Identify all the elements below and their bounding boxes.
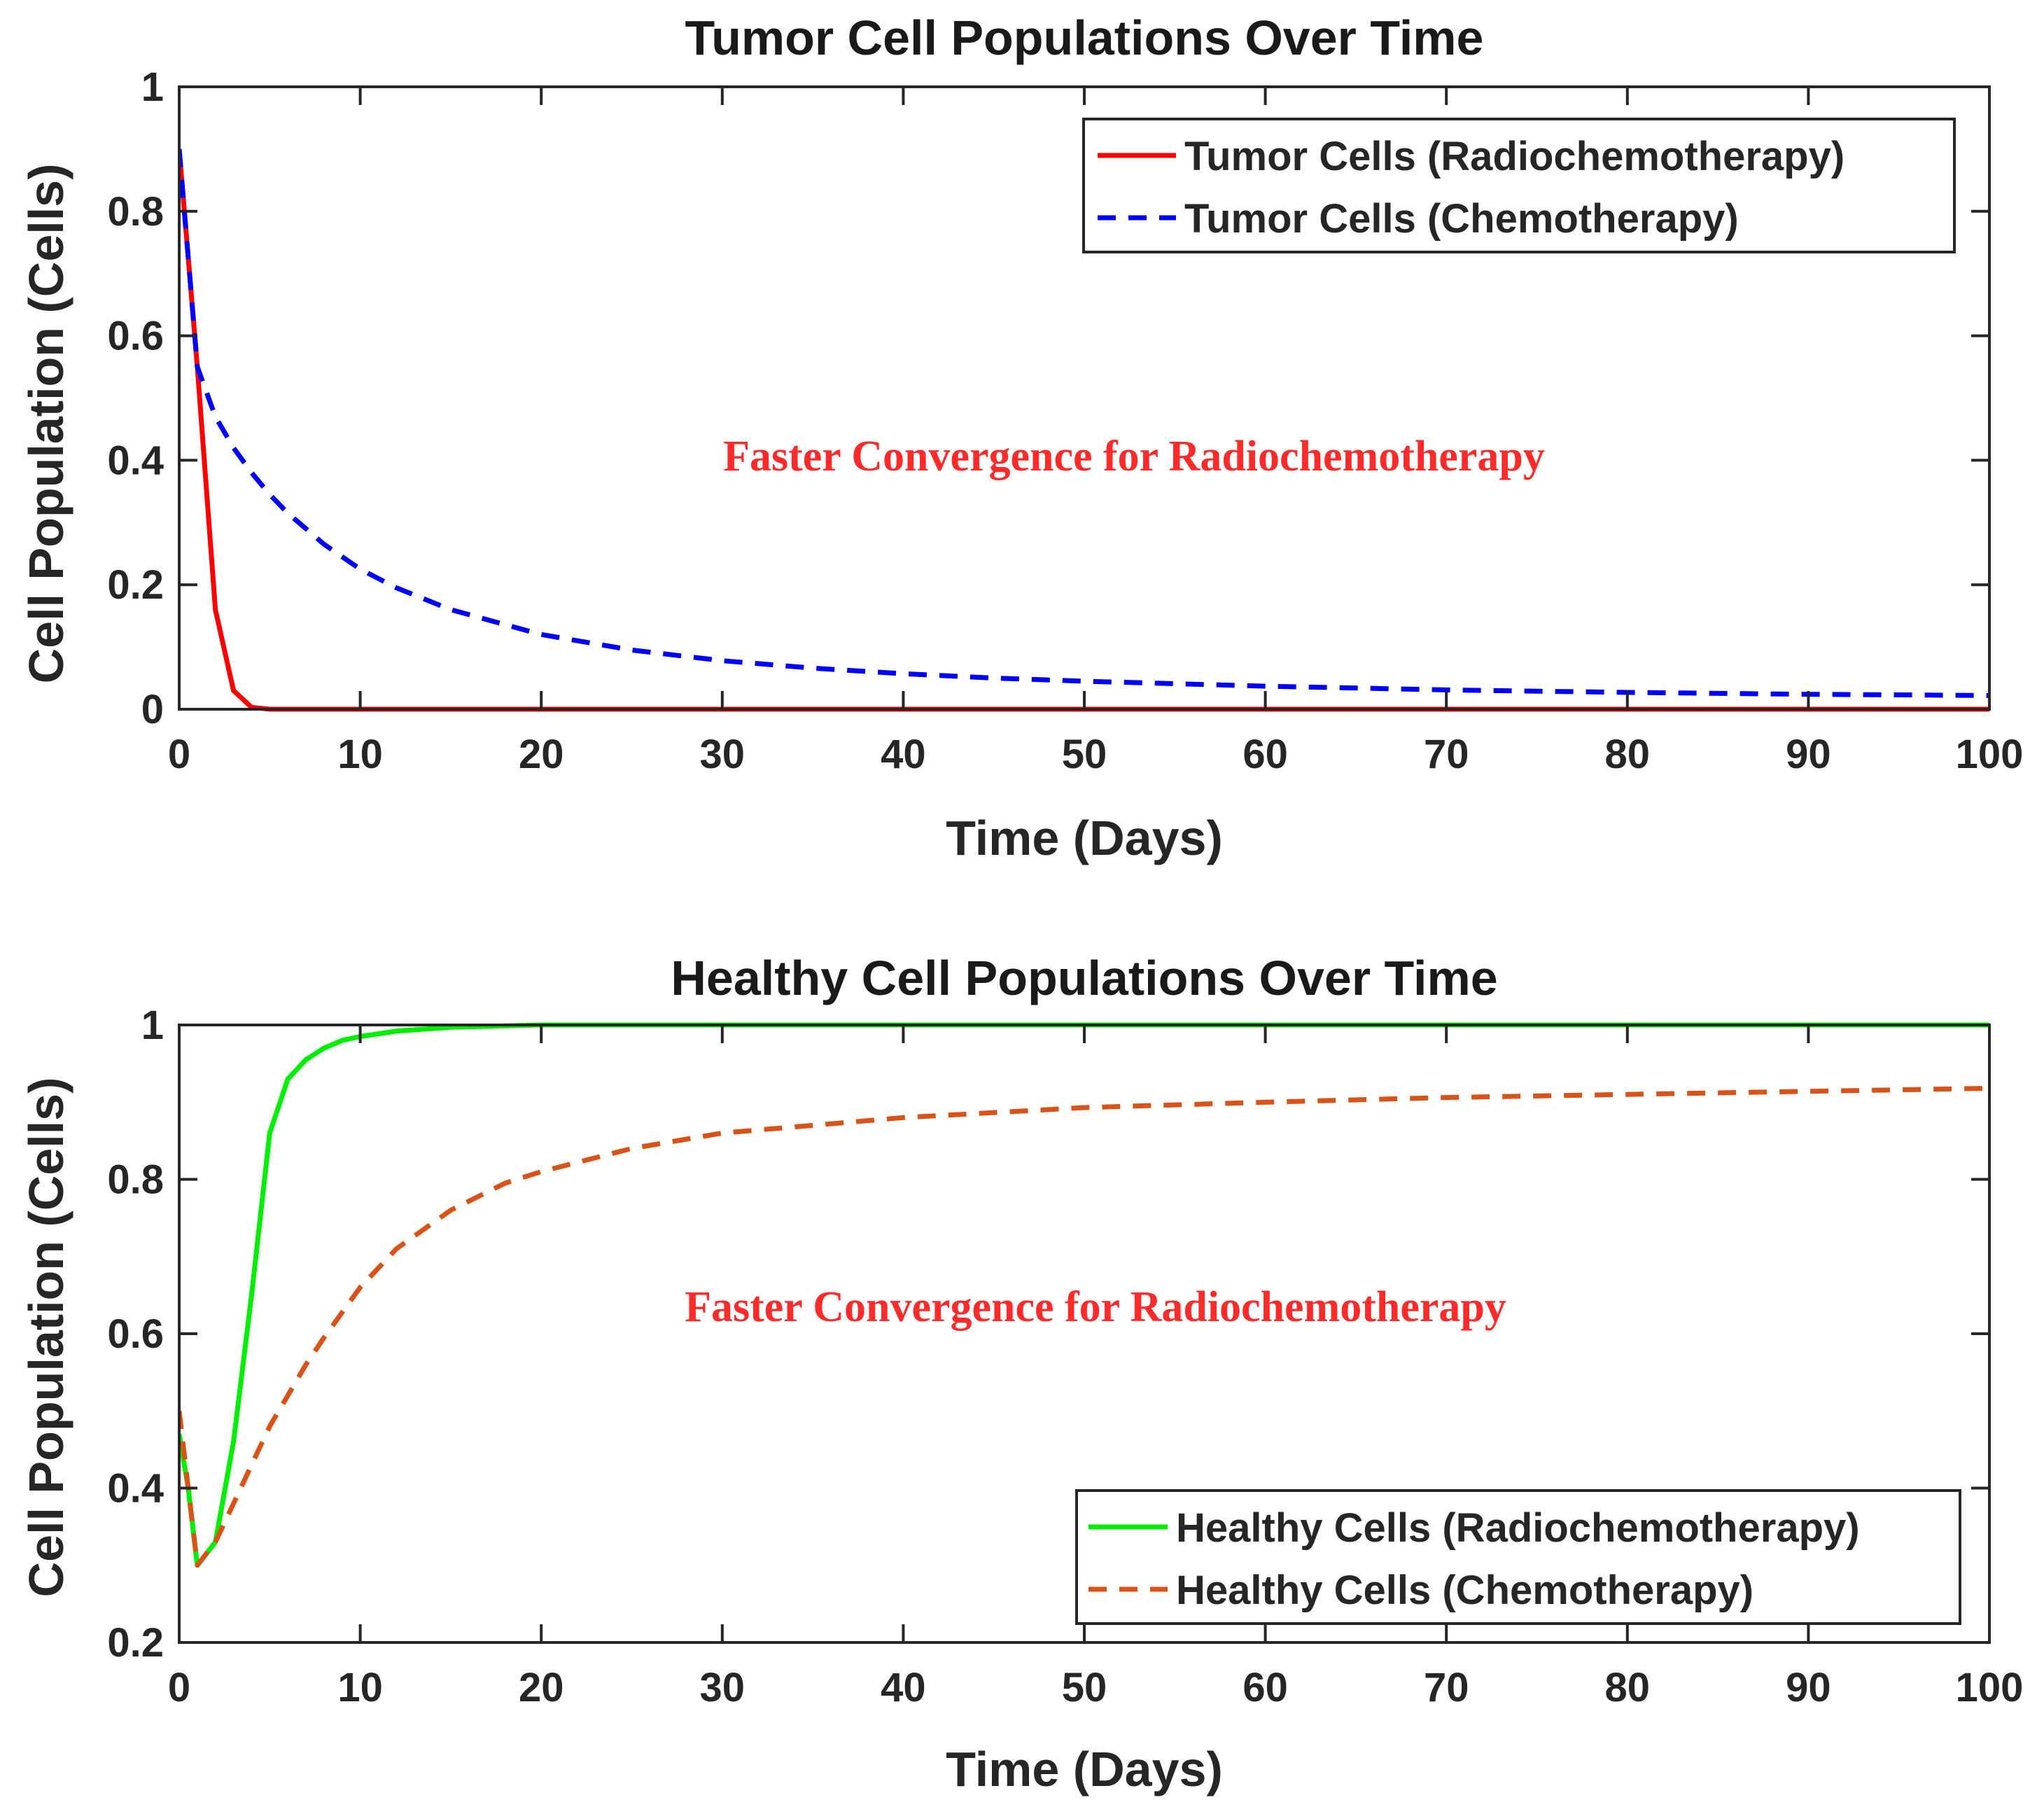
healthy-xtick-label: 60 bbox=[1242, 1665, 1288, 1710]
healthy-ytick-label: 0.6 bbox=[107, 1311, 164, 1357]
healthy-xtick-label: 90 bbox=[1786, 1665, 1831, 1710]
healthy-xtick-label: 40 bbox=[881, 1665, 926, 1710]
tumor-xtick-label: 40 bbox=[881, 732, 926, 777]
tumor-series-line-chemotherapy bbox=[179, 148, 1989, 698]
tumor-xtick-label: 20 bbox=[519, 732, 564, 777]
tumor-ytick-label: 0 bbox=[141, 687, 164, 732]
tumor-chart: Tumor Cell Populations Over Time Time (D… bbox=[19, 11, 2023, 865]
tumor-chart-plot-area: 0 10 20 30 40 50 60 70 80 90 100 0 0.2 0.4 0.6 0.8 1 bbox=[107, 64, 2023, 777]
tumor-xtick-label: 80 bbox=[1605, 732, 1651, 777]
healthy-xtick-label: 50 bbox=[1062, 1665, 1107, 1710]
healthy-xtick-label: 80 bbox=[1605, 1665, 1651, 1710]
healthy-chart-ylabel: Cell Population (Cells) bbox=[19, 1077, 74, 1598]
healthy-xtick-label: 70 bbox=[1424, 1665, 1469, 1710]
tumor-xtick-label: 50 bbox=[1062, 732, 1107, 777]
healthy-ytick-label: 0.2 bbox=[107, 1620, 164, 1666]
tumor-legend-label-radiochemotherapy: Tumor Cells (Radiochemotherapy) bbox=[1184, 134, 1844, 179]
tumor-ytick-label: 1 bbox=[141, 64, 164, 110]
tumor-chart-title: Tumor Cell Populations Over Time bbox=[685, 11, 1484, 65]
tumor-legend-box bbox=[1082, 118, 1956, 253]
healthy-ytick-label: 0.8 bbox=[107, 1157, 164, 1203]
tumor-xtick-label: 30 bbox=[700, 732, 746, 777]
healthy-xtick-label: 0 bbox=[168, 1665, 190, 1710]
tumor-xtick-label: 90 bbox=[1786, 732, 1831, 777]
tumor-xtick-label: 10 bbox=[337, 732, 383, 777]
tumor-xtick-label: 60 bbox=[1242, 732, 1288, 777]
healthy-chart-title: Healthy Cell Populations Over Time bbox=[671, 951, 1497, 1005]
healthy-xtick-label: 20 bbox=[519, 1665, 564, 1710]
healthy-xtick-label: 100 bbox=[1956, 1665, 2024, 1710]
healthy-legend-label-radiochemotherapy: Healthy Cells (Radiochemotherapy) bbox=[1176, 1505, 1860, 1551]
healthy-ytick-label: 0.4 bbox=[107, 1466, 164, 1512]
tumor-ytick-label: 0.8 bbox=[107, 189, 164, 235]
healthy-legend-label-chemotherapy: Healthy Cells (Chemotherapy) bbox=[1176, 1568, 1754, 1613]
tumor-xtick-label: 70 bbox=[1424, 732, 1469, 777]
tumor-chart-xlabel: Time (Days) bbox=[946, 811, 1223, 865]
healthy-chart-legend: Healthy Cells (Radiochemotherapy) Health… bbox=[1075, 1489, 1961, 1625]
healthy-xtick-label: 10 bbox=[337, 1665, 383, 1710]
healthy-series-line-chemotherapy bbox=[179, 1085, 1989, 1568]
tumor-chart-ylabel: Cell Population (Cells) bbox=[19, 164, 74, 684]
tumor-ytick-label: 0.2 bbox=[107, 562, 164, 608]
healthy-chart-xlabel: Time (Days) bbox=[946, 1742, 1223, 1796]
tumor-xtick-label: 0 bbox=[168, 732, 190, 777]
tumor-ytick-label: 0.6 bbox=[107, 314, 164, 359]
healthy-ytick-label: 1 bbox=[141, 1003, 164, 1048]
healthy-legend-box bbox=[1075, 1489, 1961, 1625]
healthy-xtick-label: 30 bbox=[700, 1665, 746, 1710]
tumor-ytick-label: 0.4 bbox=[107, 438, 164, 483]
healthy-chart-plot-area: 0 10 20 30 40 50 60 70 80 90 100 0.2 0.4 0.6 0.8 1 bbox=[107, 1003, 2023, 1710]
tumor-xtick-label: 100 bbox=[1956, 732, 2024, 777]
tumor-legend-label-chemotherapy: Tumor Cells (Chemotherapy) bbox=[1184, 196, 1739, 242]
healthy-chart-annotation: Faster Convergence for Radiochemotherapy bbox=[685, 1283, 1506, 1331]
healthy-chart: Healthy Cell Populations Over Time Time … bbox=[19, 951, 2023, 1796]
tumor-chart-legend: Tumor Cells (Radiochemotherapy) Tumor Ce… bbox=[1082, 118, 1956, 253]
tumor-chart-annotation: Faster Convergence for Radiochemotherapy bbox=[723, 433, 1545, 480]
